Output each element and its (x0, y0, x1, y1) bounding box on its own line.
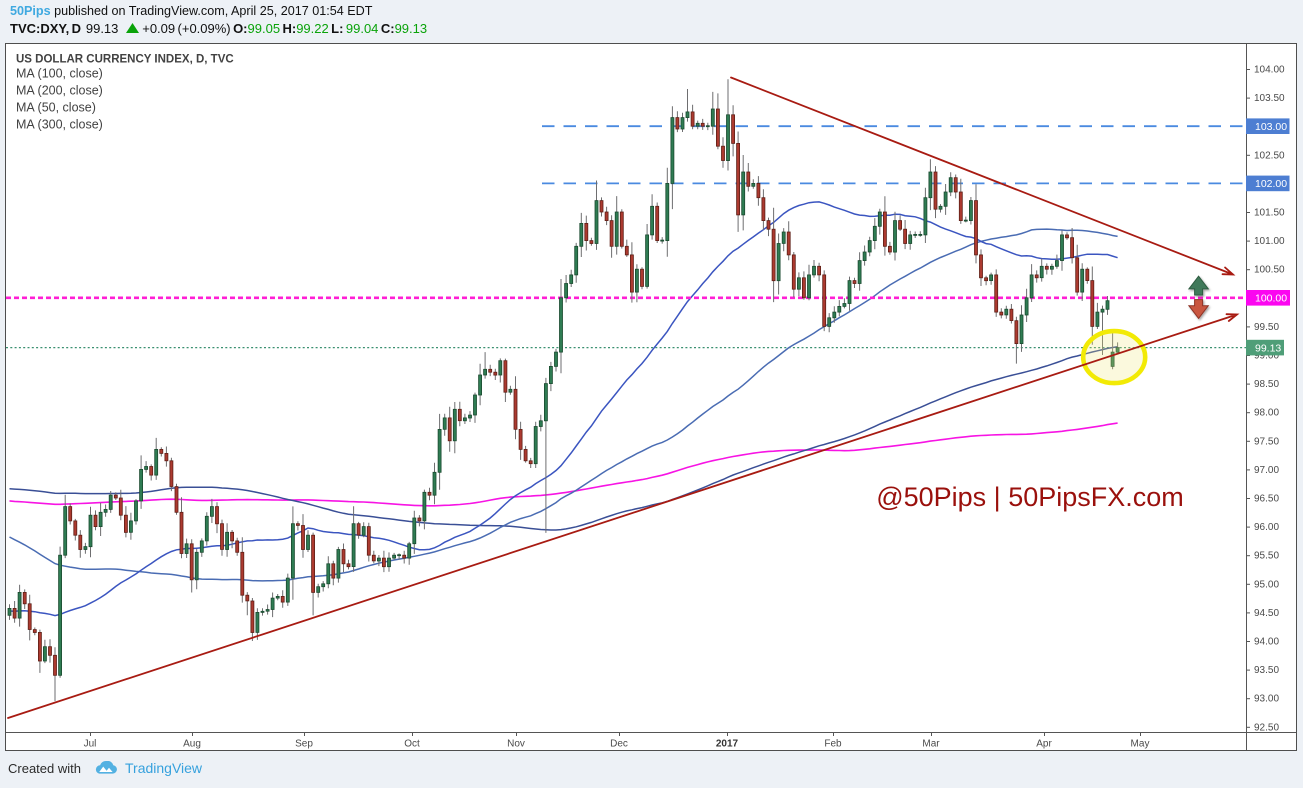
svg-text:98.00: 98.00 (1254, 408, 1279, 419)
svg-text:99.00: 99.00 (1254, 351, 1279, 362)
svg-text:96.00: 96.00 (1254, 522, 1279, 533)
svg-text:99.13: 99.13 (1255, 342, 1281, 354)
svg-text:Sep: Sep (295, 739, 313, 750)
svg-text:92.50: 92.50 (1254, 722, 1279, 733)
svg-text:MA (200, close): MA (200, close) (16, 84, 103, 98)
svg-text:Mar: Mar (922, 739, 940, 750)
svg-text:101.50: 101.50 (1254, 208, 1285, 219)
svg-text:100.50: 100.50 (1254, 265, 1285, 276)
svg-text:103.50: 103.50 (1254, 93, 1285, 104)
svg-text:MA (300, close): MA (300, close) (16, 118, 103, 132)
svg-text:94.50: 94.50 (1254, 608, 1279, 619)
svg-text:95.50: 95.50 (1254, 551, 1279, 562)
svg-text:96.50: 96.50 (1254, 494, 1279, 505)
svg-text:MA (50, close): MA (50, close) (16, 101, 96, 115)
svg-text:93.00: 93.00 (1254, 694, 1279, 705)
svg-text:104.00: 104.00 (1254, 65, 1285, 76)
svg-text:MA (100, close): MA (100, close) (16, 67, 103, 81)
svg-text:94.00: 94.00 (1254, 637, 1279, 648)
svg-text:99.50: 99.50 (1254, 322, 1279, 333)
svg-text:May: May (1131, 739, 1150, 750)
svg-text:97.50: 97.50 (1254, 436, 1279, 447)
svg-text:101.00: 101.00 (1254, 236, 1285, 247)
svg-text:93.50: 93.50 (1254, 665, 1279, 676)
svg-text:@50Pips | 50PipsFX.com: @50Pips | 50PipsFX.com (876, 482, 1184, 512)
svg-text:Aug: Aug (183, 739, 201, 750)
svg-text:2017: 2017 (716, 739, 739, 750)
svg-text:Oct: Oct (404, 739, 420, 750)
svg-text:Feb: Feb (824, 739, 842, 750)
svg-text:Apr: Apr (1036, 739, 1052, 750)
svg-text:100.00: 100.00 (1255, 293, 1287, 305)
svg-text:95.00: 95.00 (1254, 579, 1279, 590)
svg-text:Jul: Jul (84, 739, 97, 750)
svg-text:Dec: Dec (610, 739, 628, 750)
svg-text:Nov: Nov (507, 739, 525, 750)
svg-text:102.50: 102.50 (1254, 150, 1285, 161)
svg-text:98.50: 98.50 (1254, 379, 1279, 390)
svg-text:US DOLLAR CURRENCY INDEX, D, T: US DOLLAR CURRENCY INDEX, D, TVC (16, 54, 234, 66)
svg-text:97.00: 97.00 (1254, 465, 1279, 476)
svg-text:102.00: 102.00 (1255, 178, 1287, 190)
svg-text:103.00: 103.00 (1255, 121, 1287, 133)
